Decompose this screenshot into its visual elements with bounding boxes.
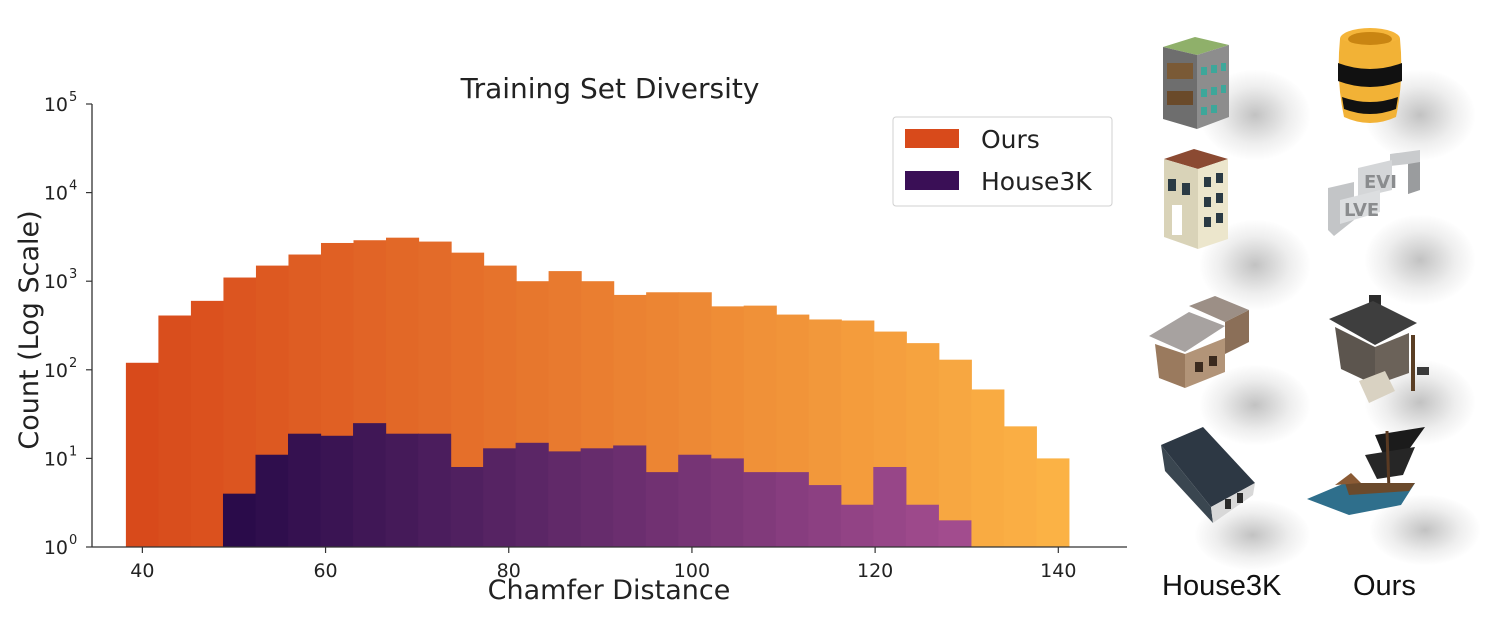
shadow (1365, 215, 1475, 305)
ours-bar (125, 362, 160, 547)
legend-label-ours: Ours (981, 125, 1040, 154)
x-tick-label: 80 (497, 560, 521, 582)
barrel-icon (1338, 28, 1402, 123)
house3k-bar (938, 520, 972, 547)
house3k-bar (580, 448, 614, 547)
caption-ours: Ours (1353, 570, 1416, 602)
house3k-bar (255, 454, 289, 547)
letters-sculpture-icon: EVI LVE (1328, 150, 1420, 236)
house3k-bar (775, 472, 809, 547)
y-tick-exponent: 1 (69, 444, 77, 459)
x-ticks: 40 60 80 100 120 140 (130, 547, 1076, 582)
ours-bar (1036, 458, 1070, 547)
house3k-series (222, 423, 972, 547)
x-tick-label: 60 (313, 560, 337, 582)
house-building-icon (1163, 37, 1229, 129)
house3k-bar (385, 433, 419, 547)
chart-title: Training Set Diversity (460, 72, 760, 105)
legend-swatch-house3k (905, 171, 959, 190)
svg-text:EVI: EVI (1364, 172, 1397, 193)
house3k-bar (743, 472, 777, 547)
ours-bar (158, 315, 192, 547)
shadow (1200, 365, 1310, 445)
house3k-bar (353, 423, 387, 547)
x-tick-label: 120 (857, 560, 893, 582)
house3k-bar (905, 504, 939, 547)
object-gallery: EVI LVE House3K (1140, 0, 1507, 618)
house3k-bar (678, 454, 712, 547)
house3k-bar (288, 433, 322, 547)
stone-house-icon (1329, 295, 1429, 403)
house3k-bar (222, 493, 257, 547)
house3k-bar (515, 442, 549, 547)
house3k-bar (873, 466, 907, 547)
house3k-bar (613, 445, 647, 547)
x-axis-label: Chamfer Distance (488, 575, 731, 606)
y-tick-exponent: 3 (69, 267, 77, 282)
y-tick-exponent: 0 (69, 533, 77, 548)
pirate-ship-icon (1307, 427, 1425, 515)
x-tick-label: 40 (130, 560, 154, 582)
house3k-bar (808, 485, 842, 547)
y-tick-label: 10 (44, 271, 68, 293)
house3k-bar (548, 451, 582, 547)
y-tick-exponent: 4 (69, 179, 77, 194)
ours-bar (1003, 426, 1037, 547)
y-tick-label: 10 (44, 94, 68, 116)
histogram-chart: Training Set Diversity Count (Log Scale)… (14, 72, 1127, 606)
house-building-cream-icon (1164, 149, 1228, 249)
y-tick-label: 10 (44, 360, 68, 382)
y-tick-label: 10 (44, 183, 68, 205)
ours-bar (971, 389, 1005, 547)
house3k-bar (645, 472, 679, 547)
svg-text:LVE: LVE (1344, 200, 1379, 221)
house3k-bar (320, 435, 354, 547)
axes (91, 104, 1127, 548)
legend-swatch-ours (905, 129, 959, 148)
y-tick-label: 10 (44, 448, 68, 470)
legend-label-house3k: House3K (981, 167, 1092, 196)
house3k-bar (450, 466, 484, 547)
house3k-bar (483, 448, 517, 547)
house3k-bar (840, 504, 874, 547)
y-tick-label: 10 (44, 537, 68, 559)
legend: Ours House3K (892, 116, 1113, 207)
y-tick-exponent: 5 (69, 90, 77, 105)
dark-roof-house-icon (1161, 427, 1255, 523)
x-tick-label: 100 (674, 560, 710, 582)
ours-bar (938, 359, 972, 547)
y-tick-exponent: 2 (69, 356, 77, 371)
caption-house3k: House3K (1162, 570, 1282, 602)
wooden-shack-icon (1149, 296, 1249, 388)
y-axis-label: Count (Log Scale) (14, 210, 45, 449)
house3k-bar (418, 433, 452, 547)
ours-bar (190, 300, 225, 547)
house3k-bar (710, 458, 744, 547)
x-tick-label: 140 (1040, 560, 1076, 582)
